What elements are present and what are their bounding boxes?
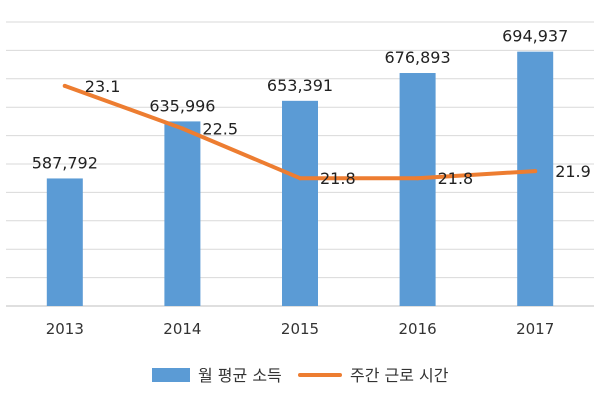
- line-label-2015: 21.8: [320, 169, 356, 188]
- legend-swatch-income: [152, 368, 190, 382]
- line-series: [62, 83, 538, 181]
- bar-2013: [46, 178, 83, 306]
- legend-label-income: 월 평균 소득: [198, 366, 282, 385]
- line-label-2014: 22.5: [202, 120, 238, 139]
- line-label-2013: 23.1: [85, 77, 121, 96]
- x-tick-2013: 2013: [46, 320, 84, 338]
- bar-label-2013: 587,792: [32, 153, 98, 172]
- x-tick-2014: 2014: [163, 320, 201, 338]
- line-point-2014: [180, 126, 185, 131]
- bar-2017: [517, 51, 554, 306]
- x-tick-2016: 2016: [399, 320, 437, 338]
- x-axis-ticks: 2013 2014 2015 2016 2017: [46, 320, 555, 338]
- bar-2016: [399, 73, 436, 306]
- bar-2014: [164, 121, 201, 307]
- bar-label-2017: 694,937: [502, 27, 568, 46]
- bar-2015: [282, 100, 318, 306]
- x-tick-2015: 2015: [281, 320, 319, 338]
- line-point-2013: [62, 83, 67, 88]
- x-tick-2017: 2017: [516, 320, 554, 338]
- legend: 월 평균 소득 주간 근로 시간: [152, 366, 449, 385]
- line-point-2016: [415, 176, 420, 181]
- bar-series: [46, 51, 554, 307]
- legend-label-hours: 주간 근로 시간: [350, 366, 449, 385]
- line-label-2017: 21.9: [555, 162, 591, 181]
- line-label-2016: 21.8: [438, 169, 474, 188]
- line-point-2015: [298, 176, 302, 181]
- line-data-labels: 23.1 22.5 21.8 21.8 21.9: [85, 77, 591, 188]
- bar-label-2015: 653,391: [267, 76, 333, 95]
- bar-label-2016: 676,893: [385, 48, 451, 67]
- bar-label-2014: 635,996: [149, 96, 215, 115]
- line-point-2017: [533, 169, 538, 174]
- bar-data-labels: 587,792 635,996 653,391 676,893 694,937: [32, 27, 569, 173]
